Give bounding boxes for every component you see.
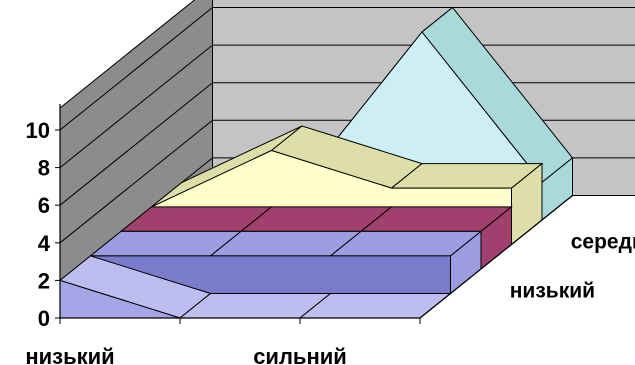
y-tick-label-8: 8 xyxy=(38,156,50,181)
chart-series xyxy=(58,6,574,319)
gridline-6 xyxy=(59,82,635,206)
gridline-10 xyxy=(59,7,635,131)
y-tick-label-4: 4 xyxy=(38,231,51,256)
y-tick-label-10: 10 xyxy=(26,118,50,143)
category-label-2: сильний xyxy=(253,344,347,365)
category-label-0: низький xyxy=(25,344,114,365)
series-label-1: низький xyxy=(510,279,595,302)
chart-labels: 0 2 4 6 8 10 низький сильний низький середній xyxy=(25,118,635,365)
chart-axes xyxy=(55,104,573,324)
y-tick-label-0: 0 xyxy=(38,306,50,331)
y-tick-label-6: 6 xyxy=(38,193,50,218)
series-label-3: середній xyxy=(571,230,635,253)
y-tick-label-2: 2 xyxy=(38,268,50,293)
gridline-8 xyxy=(59,44,635,168)
